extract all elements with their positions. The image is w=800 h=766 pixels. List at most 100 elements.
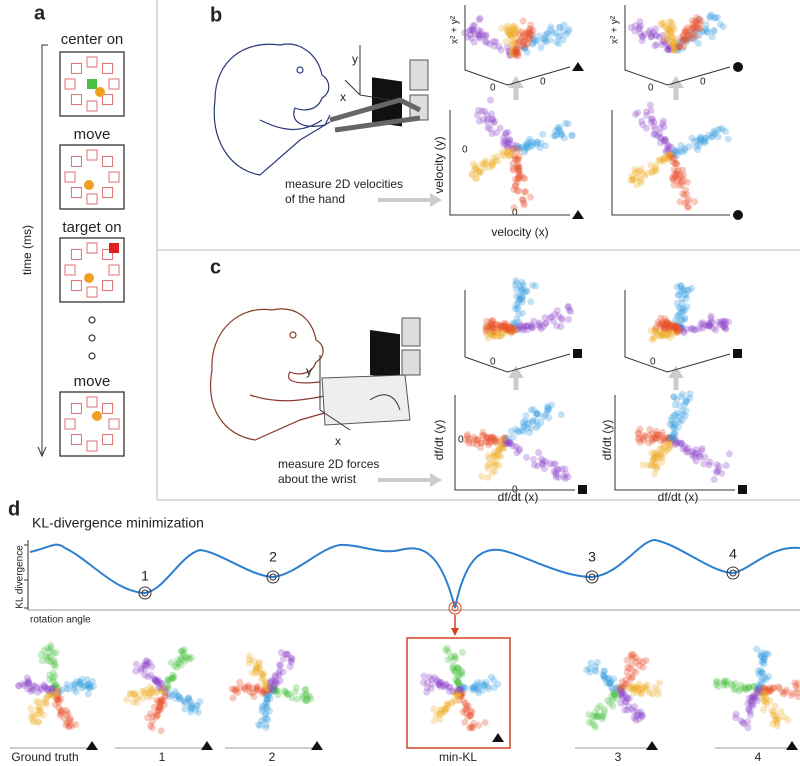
scatter-point xyxy=(541,411,549,419)
scatter-point xyxy=(650,130,658,138)
time-axis xyxy=(41,44,48,455)
scatter-point xyxy=(487,433,495,441)
scatter-point xyxy=(471,163,479,171)
scatter-point xyxy=(560,472,568,480)
scatter-point xyxy=(46,657,54,665)
scatter-point xyxy=(512,322,520,330)
scatter-point xyxy=(230,686,238,694)
scatter-point xyxy=(634,434,642,442)
scatter-point xyxy=(515,38,523,46)
scatter-point xyxy=(23,674,31,682)
scatter-point xyxy=(728,681,736,689)
scatter-point xyxy=(480,32,488,40)
target xyxy=(70,187,82,199)
scatter-point xyxy=(653,450,661,458)
scatter-point xyxy=(454,664,462,672)
scatter-point xyxy=(141,665,149,673)
scatter-point xyxy=(513,326,521,334)
scatter-point xyxy=(526,28,534,36)
scatter-point xyxy=(489,330,497,338)
scatter-point xyxy=(701,137,709,145)
scatter-point xyxy=(673,322,681,330)
scatter-point xyxy=(469,439,477,447)
scatter-point xyxy=(35,718,43,726)
scatter-point xyxy=(723,677,731,685)
scatter-point xyxy=(670,330,678,338)
scatter-point xyxy=(654,318,662,326)
scatter-point xyxy=(732,710,740,718)
scatter-point xyxy=(683,448,691,456)
scatter-point xyxy=(601,705,609,713)
scatter-point xyxy=(630,703,638,711)
scatter-point xyxy=(435,681,443,689)
target xyxy=(102,94,114,106)
scatter-point xyxy=(529,418,537,426)
scatter-point xyxy=(77,681,85,689)
scatter-point xyxy=(660,435,668,443)
axes xyxy=(454,395,575,491)
scatter-point xyxy=(521,148,529,156)
scatter-point xyxy=(643,681,651,689)
scatter-point xyxy=(746,708,754,716)
scatter-point xyxy=(558,465,566,473)
scatter-point xyxy=(670,46,678,54)
scatter-point xyxy=(144,693,152,701)
scatter-point xyxy=(661,135,669,143)
ellipsis-dot xyxy=(88,352,96,360)
scatter-point xyxy=(463,705,471,713)
scatter-point xyxy=(561,465,569,473)
scatter-point xyxy=(453,679,461,687)
scatter-point xyxy=(180,646,188,654)
scatter-point xyxy=(537,455,545,463)
scatter-point xyxy=(692,326,700,334)
scatter-point xyxy=(24,678,32,686)
scatter-point xyxy=(662,148,670,156)
scatter-point xyxy=(436,683,444,691)
scatter-point xyxy=(475,169,483,177)
scatter-point xyxy=(660,155,668,163)
scatter-point xyxy=(456,685,464,693)
scatter-point xyxy=(72,688,80,696)
scatter-point xyxy=(69,680,77,688)
scatter-point xyxy=(506,438,514,446)
scatter-point xyxy=(509,141,517,149)
scatter-point xyxy=(452,689,460,697)
scatter-point xyxy=(515,163,523,171)
scatter-point xyxy=(663,141,671,149)
scatter-point xyxy=(632,716,640,724)
scatter-point xyxy=(719,23,727,31)
scatter-point xyxy=(608,684,616,692)
scatter-point xyxy=(489,115,497,123)
scatter-point xyxy=(648,115,656,123)
scatter-point xyxy=(640,431,648,439)
scatter-point xyxy=(651,453,659,461)
target xyxy=(86,56,98,68)
scatter-point xyxy=(471,30,479,38)
scatter-point xyxy=(484,323,492,331)
scatter-point xyxy=(262,699,270,707)
scatter-point xyxy=(78,684,86,692)
scatter-point xyxy=(678,309,686,317)
scatter-point xyxy=(676,198,684,206)
scatter-point xyxy=(43,686,51,694)
scatter-point xyxy=(551,132,559,140)
scatter-point xyxy=(255,664,263,672)
scatter-point xyxy=(301,686,309,694)
scatter-point xyxy=(758,652,766,660)
scatter-point xyxy=(745,706,753,714)
scatter-point xyxy=(695,16,703,24)
scatter-point xyxy=(665,151,673,159)
scatter-point xyxy=(760,698,768,706)
scatter-point xyxy=(82,682,90,690)
scatter-point xyxy=(507,427,515,435)
scatter-point xyxy=(151,677,159,685)
scatter-point xyxy=(755,670,763,678)
scatter-point xyxy=(475,117,483,125)
scatter-point xyxy=(554,466,562,474)
scatter-point xyxy=(506,322,514,330)
scatter-point xyxy=(628,674,636,682)
scatter-point xyxy=(536,144,544,152)
scatter-point xyxy=(188,700,196,708)
scatter-point xyxy=(478,160,486,168)
scatter-point xyxy=(494,332,502,340)
